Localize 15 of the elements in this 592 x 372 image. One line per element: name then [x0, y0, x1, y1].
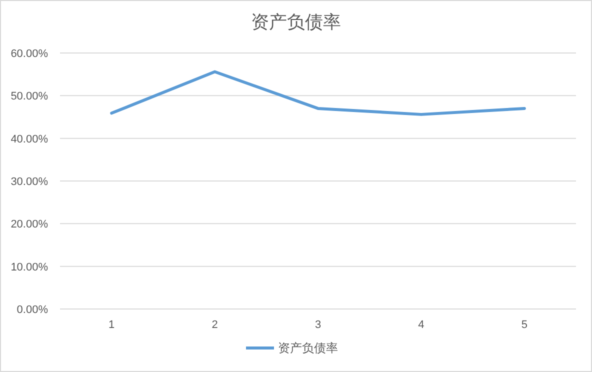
y-tick-label: 0.00% — [16, 304, 48, 316]
y-tick-label: 20.00% — [10, 218, 48, 231]
y-tick-label: 10.00% — [10, 261, 48, 274]
x-tick-label: 5 — [521, 319, 528, 331]
chart-title: 资产负债率 — [251, 12, 341, 32]
x-tick-label: 2 — [212, 319, 218, 331]
y-tick-label: 50.00% — [10, 90, 48, 103]
y-tick-label: 60.00% — [10, 48, 48, 60]
x-tick-label: 1 — [108, 319, 115, 331]
y-tick-label: 30.00% — [10, 176, 48, 188]
line-series — [110, 70, 526, 116]
x-tick-label: 4 — [418, 319, 424, 331]
y-tick-label: 40.00% — [10, 133, 48, 146]
x-tick-label: 3 — [314, 319, 322, 331]
legend-label: 资产负债率 — [278, 341, 338, 355]
